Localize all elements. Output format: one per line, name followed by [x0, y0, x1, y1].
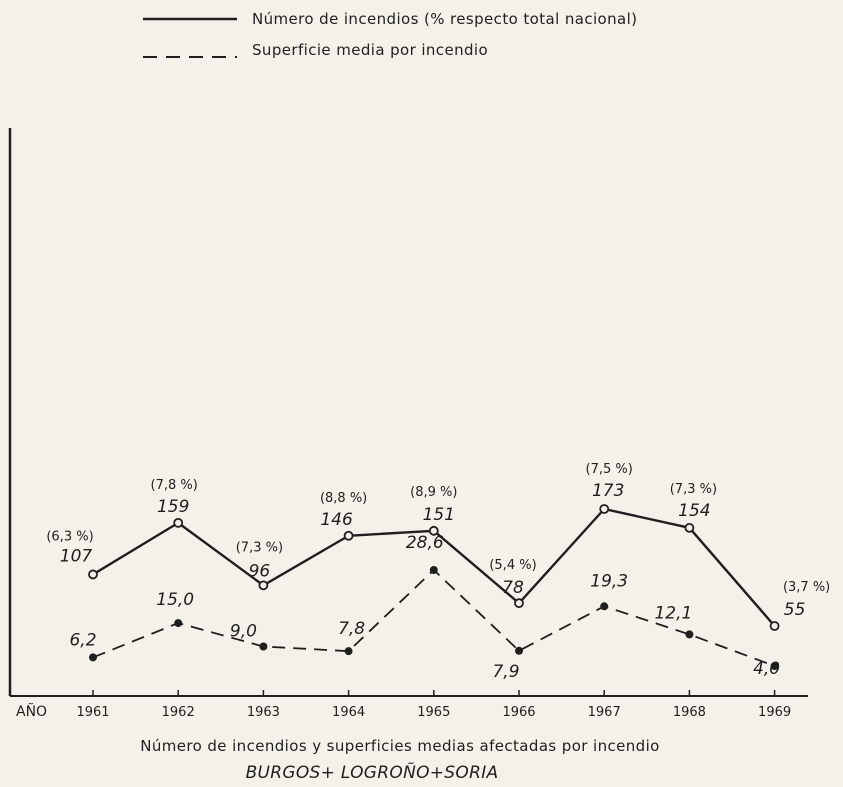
- data-label-superficie: 15,0: [156, 590, 194, 610]
- marker-incendios: [599, 504, 610, 514]
- data-label-incendios: 173: [592, 481, 624, 501]
- x-tick-label: 1963: [247, 705, 280, 720]
- marker-superficie: [515, 646, 523, 655]
- data-label-porcentaje: (7,5 %): [586, 462, 633, 477]
- marker-superficie: [600, 602, 609, 611]
- x-tick-label: 1969: [758, 705, 791, 720]
- data-label-superficie: 12,1: [654, 603, 692, 623]
- marker-incendios: [769, 621, 780, 631]
- marker-incendios: [258, 580, 269, 591]
- data-label-porcentaje: (8,9 %): [410, 485, 457, 500]
- legend-label-incendios: Número de incendios (% respecto total na…: [252, 10, 637, 28]
- data-labels: 107 (6,3 %) 159 (7,8 %) 96 (7,3 %) 146 (8,8 %) 1…: [46, 462, 830, 682]
- marker-superficie: [259, 642, 268, 651]
- data-label-superficie: 7,8: [338, 619, 365, 639]
- legend: Número de incendios (% respecto total na…: [143, 10, 637, 59]
- data-label-porcentaje: (8,8 %): [320, 491, 367, 506]
- marker-incendios: [343, 530, 354, 541]
- data-label-porcentaje: (3,7 %): [783, 580, 830, 595]
- x-tick-label: 1967: [588, 705, 621, 720]
- marker-incendios: [514, 598, 524, 609]
- data-label-incendios: 154: [678, 501, 710, 521]
- data-label-superficie: 4,0: [753, 659, 780, 679]
- data-label-superficie: 9,0: [230, 621, 257, 641]
- marker-incendios: [428, 525, 439, 536]
- data-label-porcentaje: (7,3 %): [236, 540, 283, 555]
- data-label-porcentaje: (5,4 %): [489, 558, 536, 573]
- marker-superficie: [89, 653, 97, 662]
- chart-subcaption: BURGOS+ LOGROÑO+SORIA: [246, 761, 499, 783]
- data-label-superficie: 28,6: [406, 533, 444, 553]
- legend-label-superficie: Superficie media por incendio: [252, 41, 488, 59]
- data-label-porcentaje: (6,3 %): [46, 529, 93, 544]
- x-tick-label: 1962: [162, 705, 195, 720]
- x-tick-label: 1966: [502, 705, 535, 720]
- data-label-incendios: 151: [423, 505, 455, 525]
- marker-superficie: [174, 619, 183, 628]
- data-label-incendios: 55: [784, 600, 806, 620]
- data-label-superficie: 19,3: [590, 571, 628, 591]
- data-markers: [88, 504, 780, 670]
- chart-caption: Número de incendios y superficies medias…: [140, 737, 660, 755]
- data-label-superficie: 6,2: [69, 630, 96, 650]
- marker-superficie: [770, 662, 779, 670]
- data-label-incendios: 107: [60, 546, 93, 566]
- data-label-incendios: 78: [502, 578, 524, 598]
- marker-superficie: [685, 630, 694, 639]
- x-tick-label: 1964: [332, 705, 365, 720]
- data-label-incendios: 159: [157, 497, 189, 517]
- x-tick-label: 1965: [417, 705, 450, 720]
- x-tick-labels: 1961 1962 1963 1964 1965 1966 1967 1968 1969: [76, 690, 791, 720]
- marker-incendios: [88, 569, 98, 580]
- data-label-incendios: 96: [249, 561, 271, 581]
- data-label-incendios: 146: [320, 510, 353, 530]
- x-tick-label: 1961: [76, 705, 109, 720]
- marker-incendios: [684, 522, 695, 533]
- data-label-superficie: 7,9: [492, 662, 519, 682]
- x-tick-label: 1968: [673, 705, 706, 720]
- data-label-porcentaje: (7,8 %): [151, 478, 198, 493]
- marker-superficie: [344, 647, 353, 656]
- data-label-porcentaje: (7,3 %): [670, 482, 717, 497]
- marker-superficie: [429, 566, 438, 574]
- x-axis-title: AÑO: [16, 703, 47, 720]
- marker-incendios: [173, 517, 184, 528]
